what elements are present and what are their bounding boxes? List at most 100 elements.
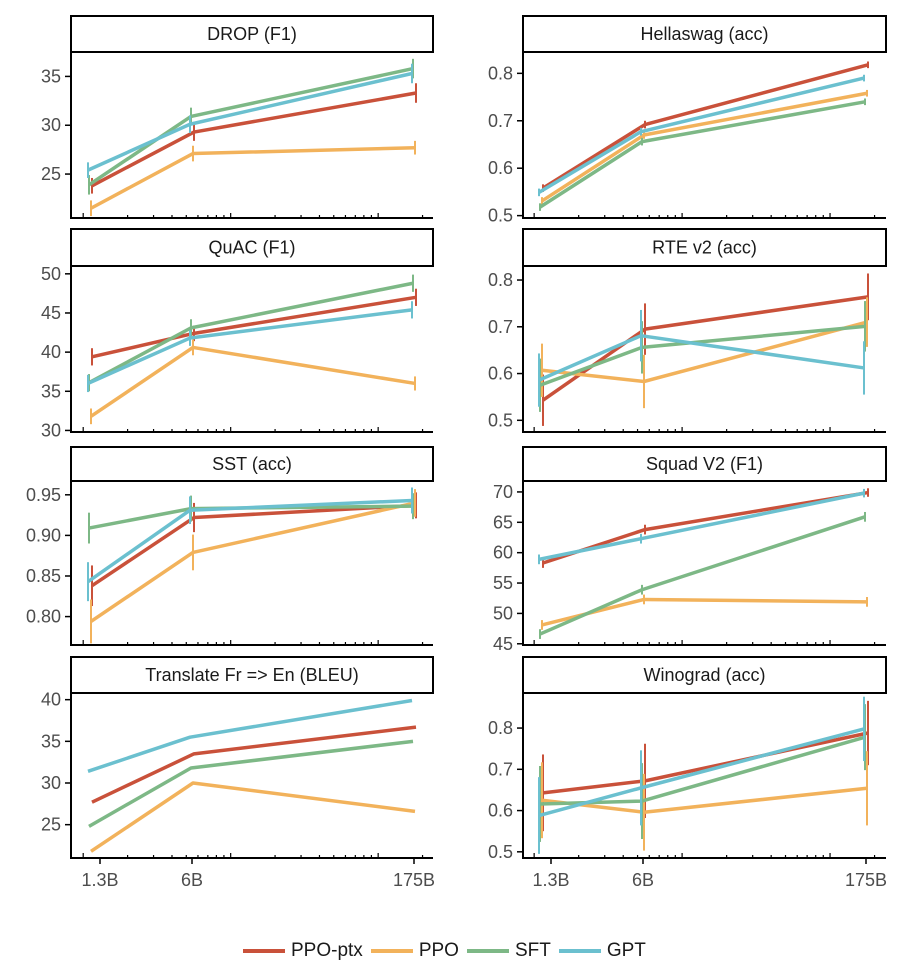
series-line [88, 281, 414, 385]
y-tick-label: 0.5 [488, 206, 513, 226]
y-tick-label: 30 [41, 420, 61, 440]
series-sft [539, 98, 866, 211]
legend-label-ppo: PPO [418, 940, 459, 961]
panel-title: QuAC (F1) [208, 238, 295, 258]
y-tick-label: 35 [41, 381, 61, 401]
series-ppo-ptx [91, 725, 417, 804]
y-tick-label: 35 [41, 731, 61, 751]
legend-label-ppo-ptx: PPO-ptx [291, 940, 363, 961]
series-gpt [538, 309, 865, 407]
y-tick-label: 0.95 [26, 485, 61, 505]
panel-title: Squad V2 (F1) [646, 454, 763, 474]
series-line [538, 491, 865, 562]
y-tick-label: 0.90 [26, 525, 61, 545]
panel-hellaswag-acc: Hellaswag (acc) 0.5 0.6 0.7 0.8 [488, 15, 887, 226]
x-tick-label: 6B [632, 870, 654, 890]
legend: PPO-ptx PPO SFT GPT [243, 940, 654, 962]
y-tick-label: 0.5 [488, 842, 513, 862]
series-gpt [87, 63, 413, 178]
panel-title: Translate Fr => En (BLEU) [145, 665, 358, 685]
y-tick-label: 25 [41, 815, 61, 835]
series-ppo-ptx [542, 61, 869, 192]
y-tick-label: 0.6 [488, 158, 513, 178]
series-ppo [90, 489, 416, 644]
series-ppo-ptx [542, 700, 869, 832]
panel-title-box [70, 446, 434, 482]
x-tick-label: 1.3B [532, 870, 569, 890]
series-line [90, 781, 416, 853]
legend-swatch-gpt [558, 949, 601, 953]
panel-quac-f1: QuAC (F1) 30 35 40 45 50 [41, 228, 434, 440]
series-line [91, 295, 417, 359]
x-tick-label: 6B [181, 870, 203, 890]
series-ppo [90, 140, 416, 217]
y-tick-label: 30 [41, 773, 61, 793]
x-tick-label: 175B [845, 870, 887, 890]
series-sft [539, 511, 866, 639]
series-ppo [541, 594, 868, 630]
series-line [541, 295, 869, 402]
series-line [538, 727, 865, 818]
series-gpt [538, 696, 865, 854]
series-line [539, 515, 866, 636]
series-gpt [87, 301, 413, 393]
y-tick-label: 50 [493, 603, 513, 623]
panel-squad-v2-f1: Squad V2 (F1) 45 50 55 60 65 70 [493, 446, 887, 654]
series-line [91, 91, 417, 188]
series-sft [88, 493, 414, 544]
legend-item-gpt: GPT [558, 940, 646, 962]
y-tick-label: 0.7 [488, 111, 513, 131]
y-tick-label: 0.6 [488, 801, 513, 821]
series-line [90, 501, 416, 623]
panel-title-box [70, 656, 434, 694]
y-tick-label: 55 [493, 573, 513, 593]
series-gpt [538, 74, 865, 197]
y-tick-label: 65 [493, 512, 513, 532]
y-tick-label: 0.5 [488, 410, 513, 430]
y-tick-label: 70 [493, 482, 513, 502]
legend-label-gpt: GPT [606, 940, 646, 961]
y-tick-label: 45 [493, 634, 513, 654]
y-tick-label: 0.85 [26, 566, 61, 586]
panel-title: Hellaswag (acc) [640, 24, 768, 44]
y-tick-label: 30 [41, 115, 61, 135]
series-sft [539, 301, 866, 412]
panel-title: SST (acc) [212, 454, 292, 474]
series-ppo-ptx [541, 273, 869, 426]
panel-rte-v2-acc: RTE v2 (acc) 0.5 0.6 0.7 0.8 [488, 228, 887, 433]
y-tick-label: 50 [41, 264, 61, 284]
series-ppo [541, 297, 868, 409]
legend-swatch-ppo-ptx [243, 949, 285, 953]
series-gpt [86, 487, 413, 602]
y-tick-label: 40 [41, 342, 61, 362]
panel-title: DROP (F1) [207, 24, 297, 44]
y-tick-label: 25 [41, 164, 61, 184]
panel-translate-fr-en-bleu: Translate Fr => En (BLEU) 25 30 35 40 1.3B 6B 1… [41, 656, 435, 890]
legend-label-sft: SFT [514, 940, 551, 961]
y-tick-label: 35 [41, 66, 61, 86]
y-tick-label: 0.8 [488, 718, 513, 738]
panel-title-box [522, 656, 887, 694]
legend-swatch-ppo [370, 949, 413, 953]
legend-item-ppo: PPO [370, 940, 459, 962]
panel-title-box [522, 446, 887, 482]
series-ppo [90, 781, 416, 853]
y-tick-label: 0.8 [488, 270, 513, 290]
panel-drop-f1: DROP (F1) 25 30 35 [41, 15, 434, 219]
y-tick-label: 0.7 [488, 317, 513, 337]
panel-title: RTE v2 (acc) [652, 238, 757, 258]
x-tick-label: 1.3B [81, 870, 118, 890]
legend-item-sft: SFT [466, 940, 551, 962]
series-sft [88, 739, 414, 828]
series-ppo [90, 339, 416, 425]
panel-sst-acc: SST (acc) 0.80 0.85 0.90 0.95 [26, 446, 434, 646]
series-sft [88, 58, 414, 195]
panel-winograd-acc: Winograd (acc) 0.5 0.6 0.7 0.8 1.3B 6B 175B [488, 656, 887, 890]
panel-title-box [522, 15, 887, 53]
panel-title-box [522, 228, 887, 267]
y-tick-label: 0.7 [488, 759, 513, 779]
panel-title: Winograd (acc) [643, 665, 765, 685]
series-gpt [538, 488, 865, 565]
panel-title-box [70, 15, 434, 53]
